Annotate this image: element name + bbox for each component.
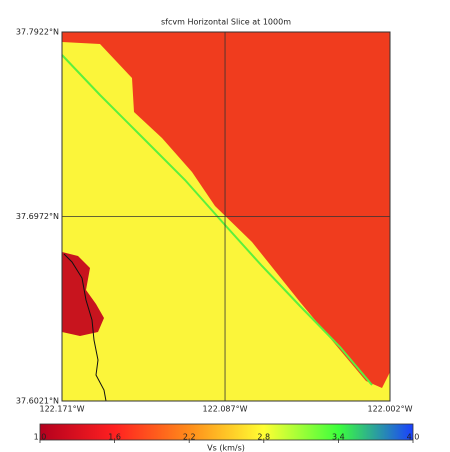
colorbar-label: Vs (km/s)	[207, 444, 245, 452]
dark-red-region	[62, 252, 104, 336]
colorbar-tick-label: 2.2	[183, 433, 196, 442]
y-tick-label: 37.6972°N	[16, 212, 59, 221]
chart-title: sfcvm Horizontal Slice at 1000m	[161, 18, 291, 27]
colorbar-tick-label: 1.6	[108, 433, 121, 442]
colorbar-tick-label: 2.8	[257, 433, 270, 442]
colorbar-tick-label: 4.0	[407, 433, 420, 442]
colorbar-tick-label: 1.0	[34, 433, 47, 442]
fault-line	[63, 253, 107, 402]
x-tick-label: 122.087°W	[203, 405, 248, 414]
colorbar	[39, 423, 414, 441]
colorbar-tick-label: 3.4	[332, 433, 345, 442]
red-region	[62, 32, 390, 388]
y-tick-label: 37.6021°N	[16, 397, 59, 406]
x-tick-label: 122.002°W	[368, 405, 413, 414]
y-tick-label: 37.7922°N	[16, 28, 59, 37]
x-tick-label: 122.171°W	[40, 405, 85, 414]
